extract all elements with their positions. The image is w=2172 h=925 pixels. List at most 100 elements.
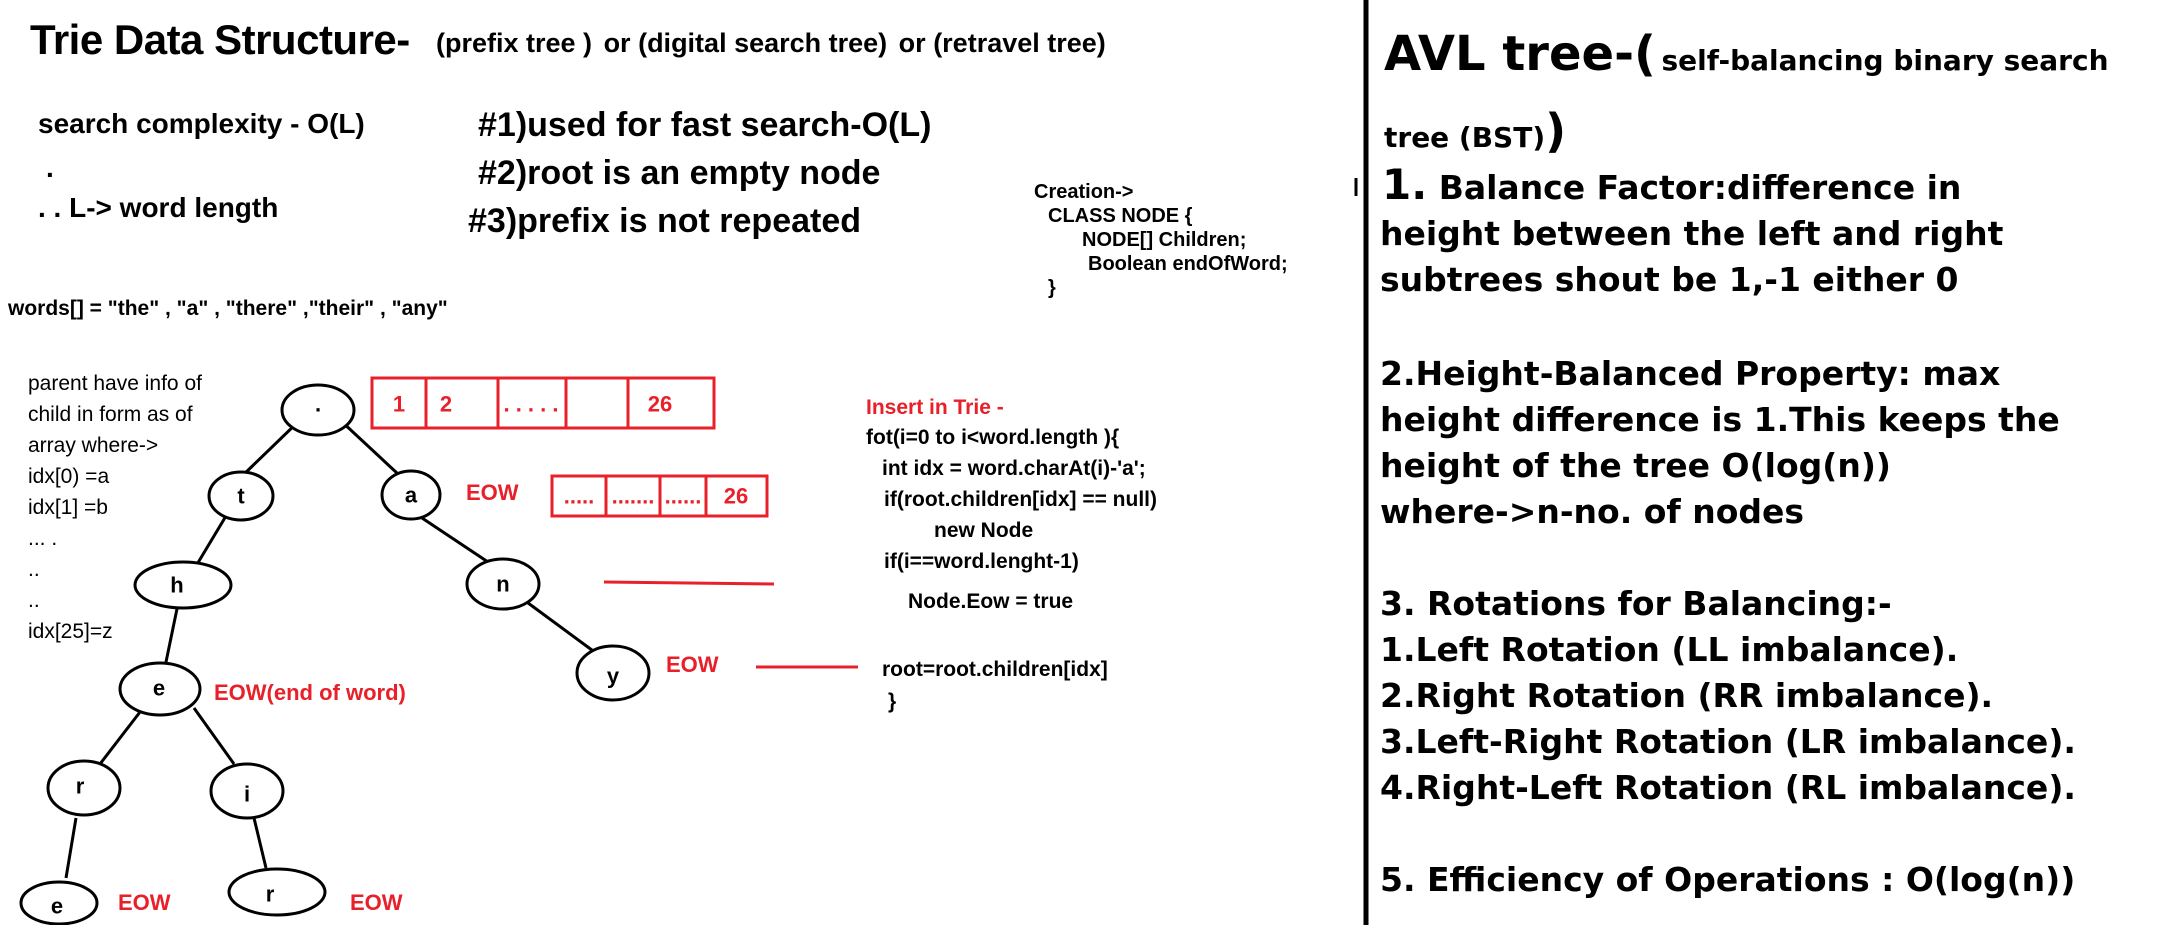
node-r2 [227, 867, 327, 917]
search-complexity: search complexity - O(L) [38, 108, 365, 139]
parent-info-line: parent have info of [28, 372, 202, 395]
creation-class-def: Creation-> CLASS NODE { NODE[] Children;… [1034, 180, 1288, 300]
array2-cell: ..... [564, 484, 595, 509]
eow-r2: EOW [350, 890, 403, 915]
trie-point-1: #1)used for fast search-O(L) [478, 106, 932, 144]
trie-point-2: #2)root is an empty node [478, 154, 881, 192]
edge-a-n [421, 516, 489, 564]
avl-title: AVL tree-( self-balancing binary search [1384, 26, 2109, 82]
subtitle-prefix-tree: (prefix tree ) [436, 28, 593, 58]
insert-code-line: Node.Eow = true [908, 590, 1074, 613]
edge-i-r [252, 817, 268, 869]
array1-cell: 26 [648, 392, 672, 417]
children-array-1: 1 2 . . . . . 26 [370, 376, 716, 430]
creation-line: CLASS NODE { [1048, 205, 1193, 227]
node-i [209, 762, 285, 820]
creation-line: NODE[] Children; [1082, 229, 1247, 251]
subtitle-or-1: or [603, 28, 631, 58]
subtitle-digital-search-tree: (digital search tree) [638, 28, 888, 58]
words-array: words[] = "the" , "a" , "there" ,"their"… [8, 297, 448, 320]
node-t-label: t [237, 484, 245, 509]
eow-e1: EOW(end of word) [214, 680, 406, 705]
avl-p3-l5: 4.Right-Left Rotation (RL imbalance). [1380, 768, 2076, 807]
node-e2 [19, 880, 99, 925]
creation-line: } [1048, 277, 1056, 299]
avl-p2-l3: height of the tree O(log(n)) [1380, 446, 1892, 485]
node-a [380, 469, 442, 521]
creation-line: Creation-> [1034, 181, 1134, 203]
node-e1 [118, 661, 202, 717]
edge-root-a [338, 418, 400, 476]
avl-p5: 5. Efficiency of Operations : O(log(n)) [1380, 860, 2076, 899]
avl-p3-l2: 1.Left Rotation (LL imbalance). [1380, 630, 1959, 669]
avl-p2-l1: 2.Height-Balanced Property: max [1380, 354, 2001, 393]
pointer-line-n [603, 580, 775, 586]
array1-cell: . . . . . [503, 392, 558, 417]
insert-code-line: fot(i=0 to i<word.length ){ [866, 426, 1120, 449]
parent-info-line: ... . [28, 527, 58, 550]
node-n-label: n [496, 572, 509, 597]
avl-p1-l1: Balance Factor:difference in [1438, 168, 1962, 207]
array2-cell: ....... [612, 484, 655, 509]
parent-info-line: .. [28, 589, 40, 612]
avl-p3-l1: 3. Rotations for Balancing:- [1380, 584, 1892, 623]
avl-p3-l4: 3.Left-Right Rotation (LR imbalance). [1380, 722, 2076, 761]
trie-point-3: #3)prefix is not repeated [468, 202, 862, 240]
array2-cell: ...... [665, 484, 702, 509]
avl-title-small: self-balancing binary search [1661, 44, 2109, 77]
eow-e2: EOW [118, 890, 171, 915]
node-y-label: y [607, 664, 620, 689]
node-r1-label: r [76, 774, 85, 799]
node-h [133, 560, 233, 610]
parent-info-line: .. [28, 558, 40, 581]
insert-title: Insert in Trie - [866, 396, 1004, 419]
parent-info-line: child in form as of [28, 403, 193, 426]
node-i-label: i [244, 782, 250, 807]
edge-e-i [192, 707, 236, 765]
node-h-label: h [170, 573, 183, 598]
edge-n-y [523, 598, 601, 658]
array1-cell: 1 [393, 392, 405, 417]
children-array-2: ..... ....... ...... 26 [550, 474, 769, 518]
edge-r-e [64, 817, 78, 879]
node-root [280, 383, 356, 437]
eow-a: EOW [466, 480, 519, 505]
creation-line: Boolean endOfWord; [1088, 253, 1288, 275]
avl-p2-l2: height difference is 1.This keeps the [1380, 400, 2060, 439]
edge-t-h [194, 515, 228, 567]
node-e2-label: e [51, 894, 63, 919]
node-y [575, 644, 651, 702]
avl-p1-l2: height between the left and right [1380, 214, 2004, 253]
node-a-label: a [405, 483, 418, 508]
avl-num-1: 1. [1382, 160, 1428, 209]
node-r1 [46, 759, 122, 817]
avl-p1-l3: subtrees shout be 1,-1 either 0 [1380, 260, 1959, 299]
l-word-length: . . L-> word length [38, 192, 279, 223]
eow-y: EOW [666, 652, 719, 677]
insert-code-line: if(i==word.lenght-1) [884, 550, 1079, 573]
insert-code-line: } [888, 690, 897, 713]
trie-title: Trie Data Structure- [30, 16, 410, 63]
avl-title-bst: tree (BST) [1384, 121, 1546, 154]
node-n [465, 557, 541, 611]
avl-title-paren: ) [1545, 104, 1567, 158]
avl-p2-l4: where->n-no. of nodes [1380, 492, 1805, 531]
insert-code-line: root=root.children[idx] [882, 658, 1108, 681]
node-r2-label: r [266, 882, 275, 907]
avl-point-1-line1: 1. Balance Factor:difference in [1382, 160, 1961, 209]
insert-code-line: new Node [934, 519, 1034, 542]
array1-cell: 2 [440, 392, 452, 417]
parent-info-line: idx[25]=z [28, 620, 113, 643]
trie-subtitle: (prefix tree ) or (digital search tree) … [436, 28, 1106, 59]
trie-edges [64, 418, 601, 879]
node-e1-label: e [153, 676, 165, 701]
avl-title-line2: tree (BST)) [1384, 104, 1566, 158]
edge-e-r [98, 711, 142, 765]
subtitle-retravel-tree: (retravel tree) [933, 28, 1106, 58]
parent-info-note: parent have info of child in form as of … [28, 368, 202, 647]
parent-info-line: array where-> [28, 434, 159, 457]
edge-h-e [164, 603, 180, 663]
avl-title-big: AVL tree-( [1384, 26, 1656, 82]
parent-info-line: idx[0) =a [28, 465, 110, 488]
